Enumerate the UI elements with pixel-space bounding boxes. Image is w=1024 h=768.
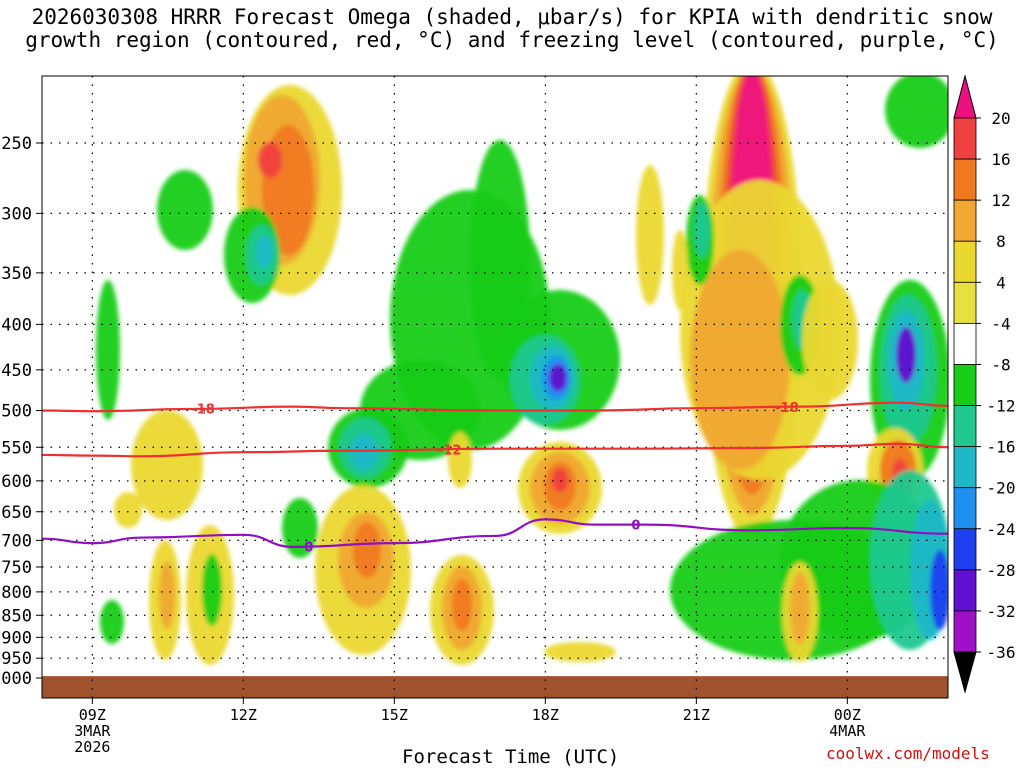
contour-line — [42, 442, 948, 458]
y-tick-label: 650 — [1, 503, 32, 523]
x-year-label: 2026 — [74, 738, 110, 756]
x-date-label: 3MAR — [74, 722, 111, 740]
colorbar-segment — [953, 528, 977, 571]
x-tick-label: 15Z — [381, 706, 408, 724]
colorbar-label: -4 — [991, 314, 1010, 333]
y-tick-label: 800 — [1, 583, 32, 603]
colorbar-bottom-arrow — [953, 651, 977, 694]
colorbar-label: 4 — [996, 273, 1006, 292]
y-tick-label: 600 — [1, 472, 32, 492]
contour-label: -18 — [775, 401, 799, 416]
title-line-1: 2026030308 HRRR Forecast Omega (shaded, … — [31, 5, 993, 29]
colorbar-top-arrow — [953, 74, 977, 119]
y-tick-label: 550 — [1, 438, 32, 458]
colorbar-segment — [953, 446, 977, 489]
contour-line — [42, 401, 948, 413]
y-tick-label: 500 — [1, 402, 32, 422]
colorbar-label: -20 — [987, 479, 1016, 498]
contour-label: 0 — [631, 519, 640, 534]
y-tick-label: 850 — [1, 606, 32, 626]
y-tick-label: 1000 — [0, 669, 32, 689]
x-tick-label: 09Z — [79, 706, 106, 724]
colorbar-segment — [953, 158, 977, 201]
contour-label: -18 — [191, 403, 215, 418]
colorbar-segment — [953, 405, 977, 448]
x-date-label: 4MAR — [829, 722, 866, 740]
ground-bar — [42, 676, 948, 698]
colorbar-label: 16 — [991, 150, 1010, 169]
credit-link[interactable]: coolwx.com/models — [826, 744, 990, 763]
colorbar-label: 20 — [991, 109, 1010, 128]
colorbar-label: -24 — [987, 520, 1016, 539]
title-line-2: growth region (contoured, red, °C) and f… — [25, 28, 999, 52]
colorbar-label: 8 — [996, 232, 1006, 251]
colorbar-label: 12 — [991, 191, 1010, 210]
x-tick-label: 21Z — [683, 706, 710, 724]
y-tick-label: 700 — [1, 531, 32, 551]
colorbar-segment — [953, 117, 977, 160]
y-tick-label: 950 — [1, 649, 32, 669]
colorbar-label: -16 — [987, 438, 1016, 457]
y-tick-label: 900 — [1, 628, 32, 648]
y-tick-label: 250 — [1, 134, 32, 154]
colorbar-label: -8 — [991, 355, 1010, 374]
colorbar-segment — [953, 364, 977, 406]
colorbar-label: -36 — [987, 643, 1016, 662]
colorbar-label: -32 — [987, 602, 1016, 621]
y-tick-label: 300 — [1, 204, 32, 224]
plot-frame — [41, 75, 949, 699]
omega-shading — [42, 76, 948, 698]
x-tick-label: 18Z — [532, 706, 559, 724]
chart-title: 2026030308 HRRR Forecast Omega (shaded, … — [0, 6, 1024, 52]
colorbar-segment — [953, 569, 977, 612]
colorbar-segment — [953, 281, 977, 324]
colorbar-segment — [953, 199, 977, 242]
colorbar-segment — [953, 240, 977, 283]
colorbar-label: -28 — [987, 561, 1016, 580]
x-tick-label: 12Z — [230, 706, 257, 724]
x-axis-label: Forecast Time (UTC) — [402, 746, 620, 768]
contour-label: 0 — [304, 540, 313, 555]
y-tick-label: 750 — [1, 558, 32, 578]
contour-line — [42, 518, 948, 549]
y-tick-label: 450 — [1, 361, 32, 381]
colorbar-segment — [953, 487, 977, 530]
colorbar: 20 16 12 8 4 -4 -8 -12 -16 -20 -24 -28 -32 -36 — [953, 74, 1016, 694]
y-tick-label: 350 — [1, 264, 32, 284]
contour-label: -12 — [438, 443, 462, 458]
colorbar-segment — [953, 322, 977, 365]
axes: 2503003504004505005506006507007508008509… — [0, 75, 949, 756]
colorbar-label: -12 — [987, 397, 1016, 416]
y-tick-label: 400 — [1, 315, 32, 335]
x-tick-label: 00Z — [834, 706, 861, 724]
temperature-contours: -18 -18 -12 0 0 — [42, 401, 948, 555]
colorbar-segment — [953, 610, 977, 653]
